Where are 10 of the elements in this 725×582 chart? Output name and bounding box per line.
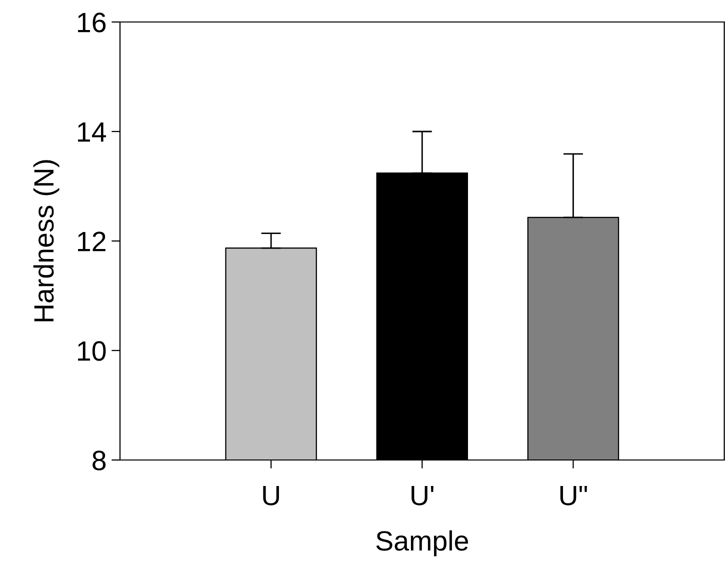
x-tick-label: U' xyxy=(412,486,434,506)
y-axis-title: Hardness (N) xyxy=(33,160,60,322)
y-tick-label: 14 xyxy=(78,122,106,142)
y-tick-label: 10 xyxy=(78,341,106,361)
x-tick-label: U" xyxy=(560,486,587,506)
x-axis-title: Sample xyxy=(376,530,468,556)
y-tick-label: 16 xyxy=(78,12,106,32)
y-tick-label: 12 xyxy=(78,232,106,252)
x-tick-label: U xyxy=(263,486,279,506)
y-tick-label: 8 xyxy=(92,450,106,470)
